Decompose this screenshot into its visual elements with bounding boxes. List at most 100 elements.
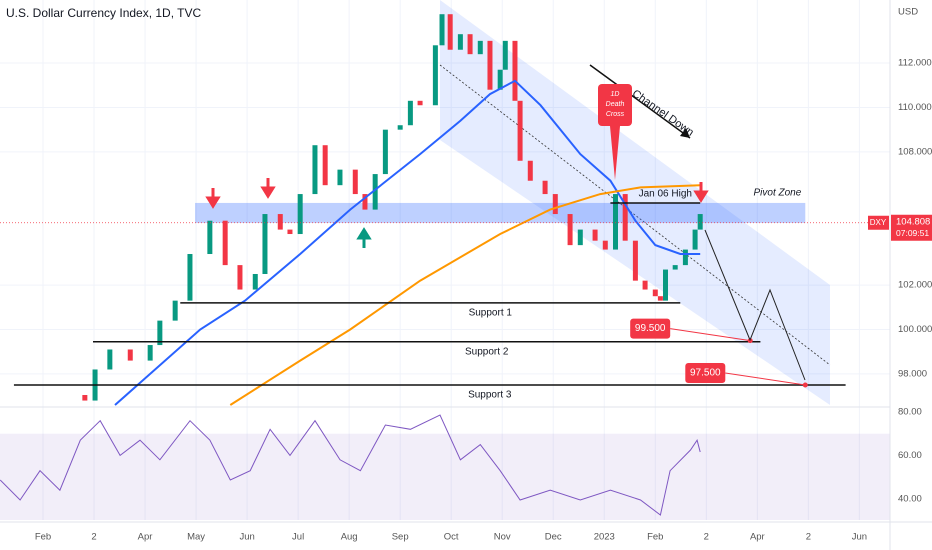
down-arrow (205, 188, 221, 209)
cross-pointer (610, 126, 620, 180)
candle (552, 194, 558, 215)
candle (502, 40, 508, 70)
candle (352, 169, 358, 195)
candle (487, 40, 493, 90)
cross-label: Death (606, 101, 625, 108)
candle (312, 145, 318, 195)
y-tick-label: 40.00 (898, 493, 922, 504)
candle (662, 269, 668, 301)
x-tick-label: 2023 (594, 532, 615, 543)
candle (297, 194, 303, 235)
x-tick-label: Dec (545, 532, 562, 543)
down-arrow (260, 178, 276, 199)
support-label: Support 2 (465, 346, 509, 357)
countdown: 07:09:51 (896, 228, 929, 238)
x-tick-label: 2 (91, 532, 96, 543)
candle (642, 280, 648, 290)
up-arrow (356, 227, 372, 248)
target-pointer (725, 372, 806, 386)
candle (287, 229, 293, 235)
symbol-label: DXY (870, 218, 887, 227)
x-tick-label: Jun (852, 532, 867, 543)
high-label: Jan 06 High (639, 189, 692, 200)
x-tick-label: Nov (494, 532, 511, 543)
candle (682, 249, 688, 266)
candle (107, 349, 113, 370)
candle (457, 34, 463, 50)
candle (252, 273, 258, 290)
cross-callout (598, 84, 632, 126)
candle (147, 345, 153, 361)
candle (477, 40, 483, 55)
target-box (630, 318, 671, 339)
line (114, 79, 701, 406)
candle (592, 229, 598, 241)
y-tick-label: 112.000 (898, 58, 932, 69)
candle (577, 229, 583, 246)
support-label: Support 3 (468, 390, 512, 401)
candle (397, 125, 403, 130)
candle (622, 194, 628, 241)
candle (407, 100, 413, 126)
candle (322, 145, 328, 186)
x-tick-label: Feb (35, 532, 51, 543)
channel-arrow (589, 64, 691, 139)
candle (517, 100, 523, 161)
currency: USD (898, 7, 918, 18)
x-tick-label: Apr (138, 532, 153, 543)
grid (0, 0, 890, 520)
candle (82, 395, 88, 401)
x-tick-label: 2 (806, 532, 811, 543)
price-pane: Pivot Zone Support 1 Support 2 Support 3 Jan… (0, 14, 890, 406)
candle (467, 34, 473, 55)
candle (157, 320, 163, 346)
candle (652, 289, 658, 297)
candle (527, 160, 533, 181)
target-point (802, 382, 808, 388)
zone-label: Pivot Zone (753, 188, 801, 199)
candle (417, 100, 423, 106)
candle (372, 174, 378, 210)
projection (704, 229, 806, 381)
candle (172, 300, 178, 321)
x-tick-label: 2 (704, 532, 709, 543)
pivot-zone (195, 202, 806, 223)
candle (567, 214, 573, 246)
cross-label: 1D (611, 91, 620, 98)
target-label: 97.500 (690, 368, 721, 379)
candle (362, 194, 368, 210)
candle (277, 214, 283, 230)
x-tick-label: Aug (341, 532, 358, 543)
candle (237, 265, 243, 290)
candle (439, 14, 445, 46)
candle (207, 220, 213, 255)
y-tick-label: 102.000 (898, 280, 932, 291)
rsi-pane (0, 414, 890, 520)
rsi-band (0, 433, 890, 520)
last-price: 104.808 (896, 216, 930, 227)
candle (672, 265, 678, 270)
candle (127, 349, 133, 361)
y-tick-label: 80.00 (898, 406, 922, 417)
candle (382, 129, 388, 175)
y-tick-label: 110.000 (898, 102, 932, 113)
candle (697, 214, 703, 230)
candle (542, 180, 548, 195)
x-tick-label: Jun (239, 532, 254, 543)
x-tick-label: Apr (750, 532, 765, 543)
x-tick-label: Sep (392, 532, 409, 543)
candle (602, 240, 608, 250)
target-box (685, 363, 726, 384)
x-tick-label: Feb (647, 532, 663, 543)
candle (632, 240, 638, 281)
candle (432, 45, 438, 106)
cross-label: Cross (606, 111, 625, 118)
candle (337, 169, 343, 186)
candle (262, 214, 268, 274)
y-tick-label: 98.000 (898, 368, 927, 379)
candle (497, 69, 503, 90)
y-tick-label: 108.000 (898, 146, 932, 157)
support-label: Support 1 (469, 308, 513, 319)
x-tick-label: Oct (444, 532, 459, 543)
